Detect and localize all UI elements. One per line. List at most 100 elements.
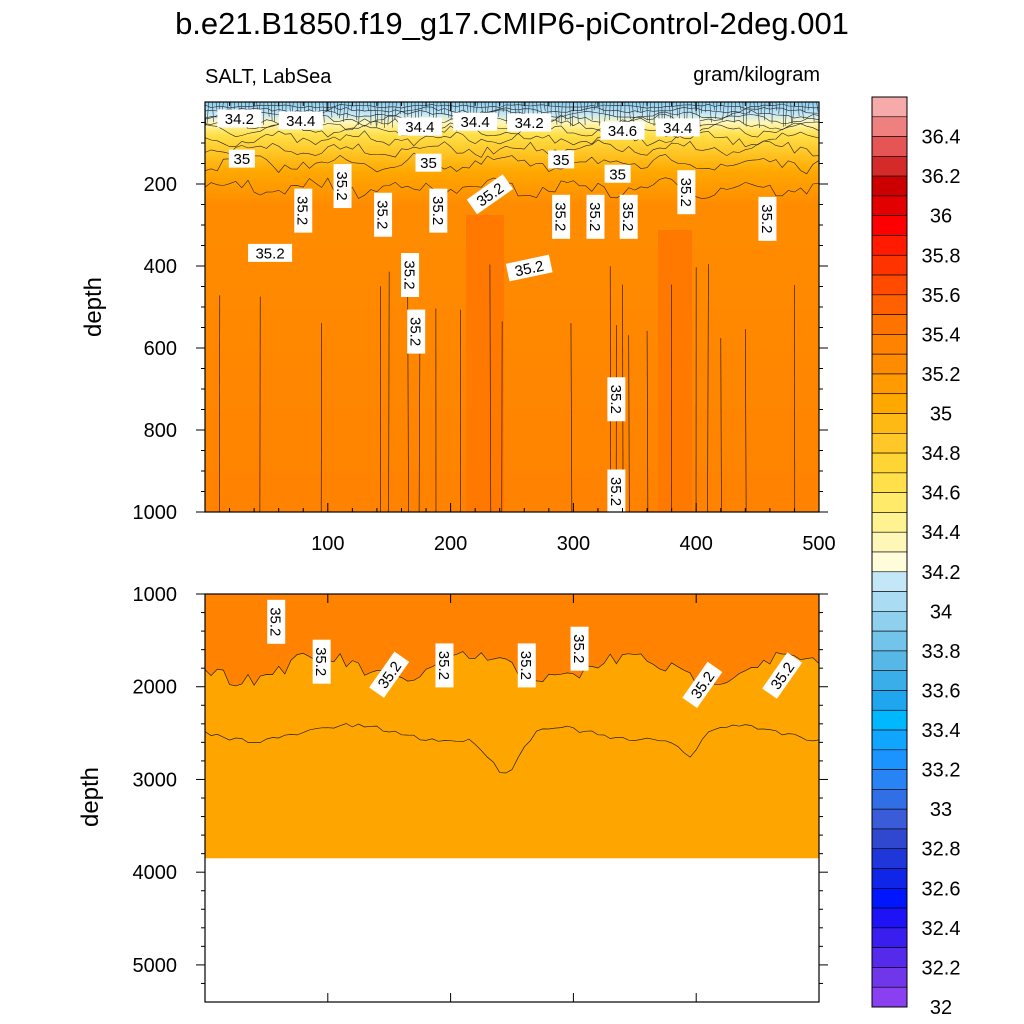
contour-label-text: 35.2	[294, 196, 311, 225]
colorbar-label: 36.2	[922, 166, 961, 188]
surface-contour	[222, 101, 224, 111]
colorbar-label: 35.2	[922, 364, 961, 386]
contour-label: 34.4	[655, 118, 700, 137]
surface-contour	[632, 101, 635, 122]
surface-contour	[713, 101, 716, 111]
contour-label-bg	[429, 188, 448, 233]
contour-label-bg	[466, 174, 514, 215]
surface-contour	[584, 101, 586, 126]
contour-line	[204, 177, 820, 200]
colorbar-box	[871, 274, 908, 296]
contour-label-text: 35.2	[607, 385, 624, 414]
colorbar-box	[871, 472, 908, 493]
surface-contour	[554, 101, 558, 125]
surface-contour	[514, 101, 517, 115]
colorbar-label: 34.2	[922, 562, 961, 584]
contour-label: 35.2	[607, 469, 626, 514]
surface-contour	[267, 101, 270, 117]
colorbar-label: 33.6	[922, 680, 961, 702]
y-tick-label: 2000	[133, 677, 178, 699]
contour-label: 35.2	[267, 599, 286, 644]
contour-label: 35.2	[248, 243, 293, 262]
contour-label-bg	[604, 164, 631, 183]
colorbar-box	[871, 156, 908, 177]
colorbar-label: 33.2	[922, 760, 961, 782]
contour-streak	[744, 329, 747, 513]
colorbar-box	[871, 294, 908, 315]
colorbar-label: 33.8	[922, 641, 961, 663]
contour-label-text: 35.2	[607, 477, 624, 506]
contour-label-bg	[217, 109, 262, 128]
colorbar-box	[871, 512, 908, 533]
surface-contour	[705, 101, 707, 113]
contour-label-text: 35.2	[513, 258, 545, 281]
colorbar-label: 35.8	[922, 245, 961, 267]
colorbar-box	[871, 215, 908, 236]
contour-label: 35.2	[552, 194, 571, 239]
contour-label-text: 34.6	[608, 123, 637, 140]
y-tick-label: 3000	[133, 769, 178, 791]
contour-label-bg	[278, 111, 323, 130]
colorbar-label: 33	[930, 799, 952, 821]
surface-contour	[358, 101, 361, 126]
surface-contour	[686, 101, 688, 121]
upper-right-label: gram/kilogram	[693, 64, 820, 86]
colorbar-label: 36	[930, 206, 952, 228]
lower-contour-lines	[204, 651, 820, 1002]
surface-contour	[505, 101, 508, 124]
surface-contour	[797, 101, 800, 117]
colorbar-box	[871, 116, 908, 137]
contour-label-bg	[453, 112, 498, 131]
contour-label-text: 35.2	[407, 317, 424, 346]
colorbar-box	[871, 630, 908, 652]
colorbar-label: 36.4	[922, 127, 961, 149]
surface-contour	[648, 101, 652, 123]
surface-contour	[339, 101, 342, 119]
contour-label-bg	[248, 243, 293, 262]
y-tick-label: 1000	[133, 584, 178, 606]
contour-label-bg	[333, 164, 352, 209]
y-tick-label: 800	[144, 420, 177, 442]
colorbar-box	[871, 591, 908, 612]
surface-contour	[374, 101, 377, 128]
x-tick-label: 300	[557, 533, 590, 555]
colorbar-box	[871, 828, 908, 850]
contour-label: 35.2	[401, 253, 420, 298]
x-tick-label: 500	[802, 533, 835, 555]
contour-label: 34.6	[600, 121, 645, 140]
contour-streak	[720, 338, 722, 513]
colorbar-box	[871, 848, 908, 869]
colorbar-box	[871, 96, 908, 118]
surface-contour	[698, 101, 701, 128]
colorbar-box	[871, 611, 908, 632]
colorbar-box	[871, 947, 908, 968]
contour-label-bg	[682, 661, 723, 709]
contour-streak	[489, 264, 492, 513]
contour-label-text: 35.2	[401, 260, 418, 289]
colorbar-box	[871, 373, 908, 395]
upper-field	[205, 102, 819, 512]
contour-label: 35.2	[758, 196, 777, 241]
colorbar-box	[871, 967, 908, 988]
surface-contour	[212, 101, 214, 123]
colorbar-box	[871, 769, 908, 790]
contour-label-text: 35	[233, 151, 250, 168]
colorbar-box	[871, 868, 908, 889]
y-tick-label: 600	[144, 338, 177, 360]
contour-label-text: 35.2	[333, 171, 350, 200]
surface-contour	[641, 101, 644, 117]
surface-contour	[635, 101, 639, 113]
colorbar-label: 34.8	[922, 443, 961, 465]
below-bathymetry	[205, 858, 819, 1002]
surface-contour	[586, 101, 589, 111]
surface-contour	[816, 101, 819, 112]
surface-contour	[355, 101, 358, 121]
contour-label-bg	[586, 194, 605, 239]
surface-contour	[757, 101, 760, 129]
surface-contour	[768, 101, 771, 114]
colorbar-box	[871, 531, 908, 553]
contour-label-text: 35.2	[552, 202, 569, 231]
contour-line	[204, 152, 820, 175]
surface-contour	[384, 101, 386, 128]
contour-label-bg	[677, 170, 696, 215]
